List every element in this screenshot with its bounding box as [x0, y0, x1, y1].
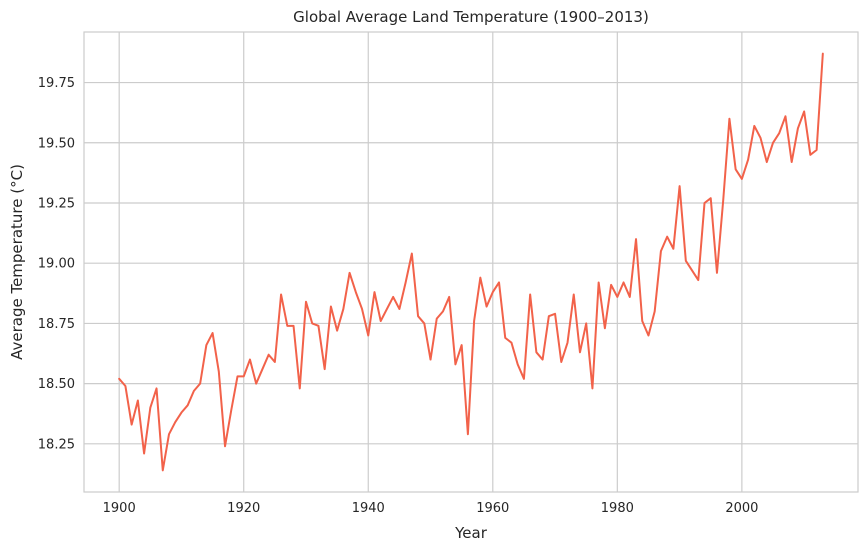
x-tick-label: 2000	[725, 501, 758, 516]
x-tick-label: 1900	[103, 501, 136, 516]
plot-frame	[83, 31, 859, 493]
plot-area	[84, 32, 858, 492]
y-tick-label: 18.75	[38, 317, 75, 332]
x-tick-label: 1960	[476, 501, 509, 516]
x-tick-label: 1980	[601, 501, 634, 516]
grid	[84, 32, 858, 492]
y-tick-label: 19.50	[38, 136, 75, 151]
y-tick-label: 19.00	[38, 257, 75, 272]
y-axis-label: Average Temperature (°C)	[8, 164, 26, 360]
y-ticks: 18.25 18.50 18.75 19.00 19.25 19.50 19.75	[38, 76, 75, 452]
y-tick-label: 19.75	[38, 76, 75, 91]
temperature-series-line	[118, 52, 824, 472]
chart-title: Global Average Land Temperature (1900–20…	[293, 8, 649, 26]
x-tick-label: 1940	[352, 501, 385, 516]
x-ticks: 1900 1920 1940 1960 1980 2000	[103, 501, 759, 516]
y-tick-label: 18.50	[38, 377, 75, 392]
y-tick-label: 19.25	[38, 196, 75, 211]
x-tick-label: 1920	[227, 501, 260, 516]
x-axis-label: Year	[454, 524, 488, 542]
y-tick-label: 18.25	[38, 437, 75, 452]
